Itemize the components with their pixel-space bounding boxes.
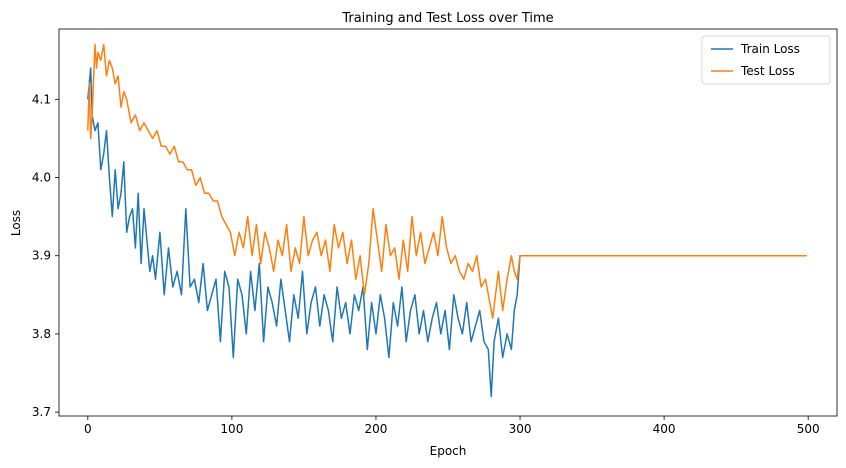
series-line-train-loss	[87, 67, 807, 398]
x-tick-label: 100	[220, 422, 243, 436]
y-tick-label: 3.9	[32, 249, 51, 263]
y-tick-label: 3.7	[32, 405, 51, 419]
plot-area	[58, 28, 838, 417]
y-tick-label: 4.1	[32, 92, 51, 106]
x-axis-ticks: 0 100 200 300 400 500	[84, 416, 820, 436]
y-axis-label: Loss	[9, 210, 23, 236]
legend: Train Loss Test Loss	[701, 35, 831, 85]
y-axis-ticks: 3.7 3.8 3.9 4.0 4.1	[32, 92, 59, 419]
x-tick-label: 0	[84, 422, 92, 436]
legend-label-test: Test Loss	[740, 64, 795, 78]
x-tick-label: 400	[653, 422, 676, 436]
x-tick-label: 200	[365, 422, 388, 436]
series-layer	[87, 43, 807, 398]
plot-frame	[58, 28, 838, 417]
y-tick-label: 4.0	[32, 171, 51, 185]
legend-label-train: Train Loss	[740, 42, 800, 56]
x-tick-label: 500	[797, 422, 820, 436]
y-tick-label: 3.8	[32, 327, 51, 341]
x-tick-label: 300	[509, 422, 532, 436]
x-axis-label: Epoch	[430, 444, 467, 458]
series-line-test-loss	[87, 43, 807, 320]
legend-box	[701, 35, 831, 85]
chart-title: Training and Test Loss over Time	[341, 11, 553, 26]
